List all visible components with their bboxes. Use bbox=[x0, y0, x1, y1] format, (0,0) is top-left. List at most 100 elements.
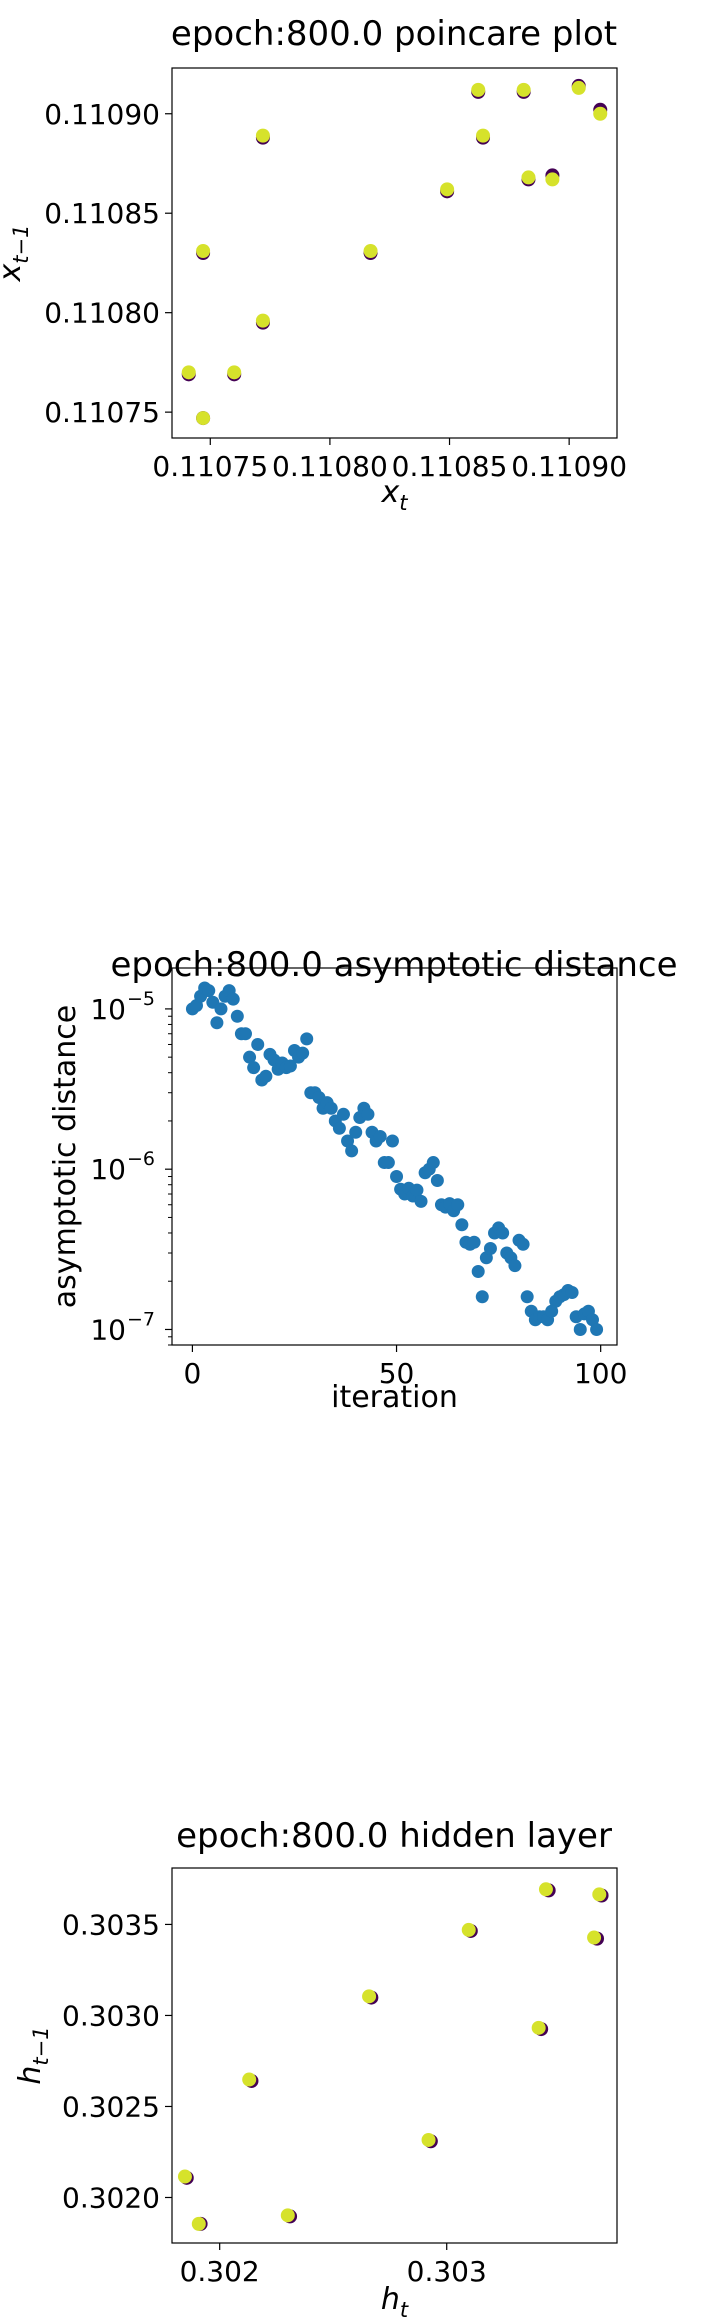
data-point bbox=[587, 1930, 602, 1945]
data-points bbox=[181, 78, 608, 426]
data-point bbox=[283, 1059, 297, 1073]
data-point bbox=[471, 82, 486, 97]
chart-hidden: epoch:800.0 hidden layer 0.302 0.303 0.3020… bbox=[13, 1816, 618, 2322]
data-point bbox=[451, 1198, 465, 1212]
chart-title: epoch:800.0 hidden layer bbox=[176, 1816, 612, 1856]
data-point bbox=[300, 1032, 314, 1046]
data-point bbox=[586, 1313, 600, 1327]
y-tick-exponent: −6 bbox=[127, 1148, 155, 1170]
data-point bbox=[196, 411, 211, 426]
y-tick-label: 10 bbox=[90, 1153, 126, 1186]
y-tick-label: 0.11075 bbox=[44, 396, 160, 429]
data-point bbox=[496, 1226, 510, 1240]
data-point bbox=[242, 2072, 257, 2087]
data-point bbox=[247, 1061, 261, 1075]
x-axis-label: xt bbox=[381, 475, 409, 515]
data-point bbox=[590, 1322, 604, 1336]
y-tick-label: 0.3035 bbox=[62, 1908, 160, 1941]
x-tick-label: 0.11090 bbox=[511, 450, 627, 483]
chart-title: epoch:800.0 poincare plot bbox=[171, 14, 617, 54]
data-point bbox=[426, 1156, 440, 1170]
y-tick-label: 0.3025 bbox=[62, 2090, 160, 2123]
x-axis-label: ht bbox=[381, 2282, 409, 2322]
data-point bbox=[430, 1174, 444, 1188]
data-point bbox=[521, 170, 536, 185]
data-point bbox=[214, 1002, 228, 1016]
y-tick-label: 0.3020 bbox=[62, 2181, 160, 2214]
data-point bbox=[181, 365, 196, 380]
x-tick-label: 0.303 bbox=[407, 2255, 487, 2288]
data-point bbox=[251, 1037, 265, 1051]
data-point bbox=[385, 1134, 399, 1148]
data-points bbox=[177, 1882, 609, 2231]
data-point bbox=[202, 984, 216, 998]
data-point bbox=[280, 2208, 295, 2223]
y-tick-label: 10 bbox=[90, 993, 126, 1026]
data-point bbox=[593, 106, 608, 121]
data-point bbox=[538, 1882, 553, 1897]
data-point bbox=[381, 1156, 395, 1170]
data-point bbox=[508, 1259, 522, 1273]
plot-frame bbox=[171, 967, 618, 1346]
data-point bbox=[238, 1027, 252, 1041]
y-axis-label: xt−1 bbox=[0, 225, 33, 283]
data-point bbox=[230, 1009, 244, 1023]
data-point bbox=[227, 365, 242, 380]
data-point bbox=[390, 1170, 404, 1184]
y-axis-label: ht−1 bbox=[13, 2026, 53, 2084]
data-point bbox=[210, 1016, 224, 1030]
data-point bbox=[455, 1218, 469, 1232]
data-point bbox=[349, 1125, 363, 1139]
data-point bbox=[255, 128, 270, 143]
plot-frame bbox=[171, 67, 618, 439]
y-tick-label: 0.11085 bbox=[44, 197, 160, 230]
data-point bbox=[471, 1264, 485, 1278]
x-tick-label: 0.11075 bbox=[152, 450, 268, 483]
data-point bbox=[421, 2132, 436, 2147]
data-point bbox=[516, 1237, 530, 1251]
data-point bbox=[414, 1194, 428, 1208]
y-tick-exponent: −5 bbox=[127, 988, 155, 1010]
data-point bbox=[467, 1235, 481, 1249]
y-axis-label: asymptotic distance bbox=[48, 1005, 83, 1308]
data-point bbox=[259, 1069, 273, 1083]
chart-poincare: epoch:800.0 poincare plot 0.11075 0.11080 0… bbox=[0, 14, 627, 515]
data-point bbox=[476, 128, 491, 143]
data-point bbox=[483, 1242, 497, 1256]
data-point bbox=[410, 1183, 424, 1197]
data-point bbox=[516, 82, 531, 97]
y-tick-label: 0.11080 bbox=[44, 297, 160, 330]
data-point bbox=[255, 313, 270, 328]
y-tick-exponent: −7 bbox=[127, 1308, 155, 1330]
data-point bbox=[531, 2020, 546, 2035]
data-point bbox=[545, 1304, 559, 1318]
data-point bbox=[296, 1046, 310, 1060]
data-point bbox=[373, 1129, 387, 1143]
data-point bbox=[226, 992, 240, 1006]
y-tick-label: 0.11090 bbox=[44, 98, 160, 131]
data-point bbox=[571, 80, 586, 95]
data-point bbox=[363, 244, 378, 259]
data-point bbox=[324, 1101, 338, 1115]
data-point bbox=[336, 1107, 350, 1121]
x-axis-label: iteration bbox=[331, 1380, 458, 1415]
data-point bbox=[177, 2169, 192, 2184]
data-point bbox=[475, 1290, 489, 1304]
x-tick-label: 0 bbox=[183, 1357, 201, 1390]
data-point bbox=[345, 1144, 359, 1158]
data-points bbox=[185, 981, 604, 1336]
data-point bbox=[243, 1050, 257, 1064]
data-point bbox=[440, 182, 455, 197]
data-point bbox=[362, 1989, 377, 2004]
data-point bbox=[573, 1322, 587, 1336]
data-point bbox=[520, 1290, 534, 1304]
data-point bbox=[545, 172, 560, 187]
x-tick-label: 100 bbox=[574, 1357, 627, 1390]
y-tick-label: 0.3030 bbox=[62, 1999, 160, 2032]
y-tick-label: 10 bbox=[90, 1313, 126, 1346]
data-point bbox=[592, 1887, 607, 1902]
plot-frame bbox=[171, 1867, 618, 2244]
data-point bbox=[196, 244, 211, 259]
